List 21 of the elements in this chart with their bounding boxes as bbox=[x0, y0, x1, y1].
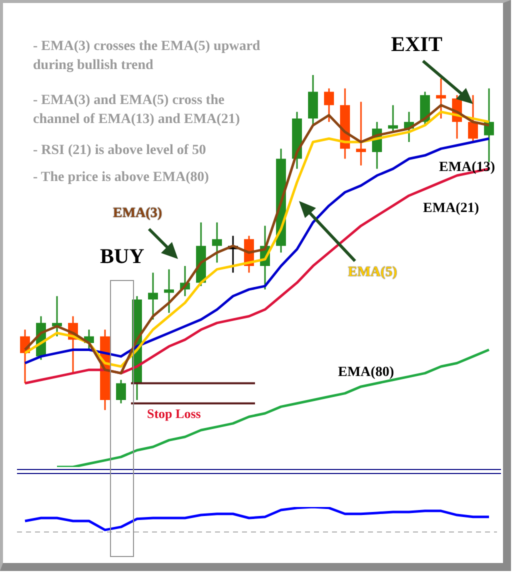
text: EMA(3) bbox=[113, 206, 162, 222]
candlestick bbox=[116, 379, 126, 404]
candlestick bbox=[148, 272, 158, 320]
candlestick bbox=[356, 101, 366, 166]
annotation: - EMA(3) and EMA(5) cross the channel of EMA(13) and EMA(21) bbox=[33, 92, 241, 129]
text: EMA(5) bbox=[348, 265, 397, 281]
candlestick bbox=[164, 268, 174, 314]
annotation: - The price is above EMA(80) bbox=[33, 169, 210, 187]
candlestick bbox=[436, 78, 446, 120]
series-label: EMA(80) bbox=[338, 365, 394, 381]
text: EXIT bbox=[391, 32, 444, 56]
text: - EMA(3) crosses the EMA(5) upward during bullish trend bbox=[33, 38, 262, 75]
annotation: BUY bbox=[100, 244, 146, 268]
annotation: - RSI (21) is above level of 50 bbox=[33, 142, 208, 160]
candlestick bbox=[388, 104, 398, 133]
candlestick bbox=[324, 88, 334, 123]
candlestick bbox=[468, 94, 478, 143]
ref-line-label: Stop Loss bbox=[147, 406, 201, 422]
candlestick bbox=[212, 222, 222, 264]
series-label: EMA(21) bbox=[423, 201, 479, 217]
series-label: EMA(13) bbox=[439, 160, 495, 176]
